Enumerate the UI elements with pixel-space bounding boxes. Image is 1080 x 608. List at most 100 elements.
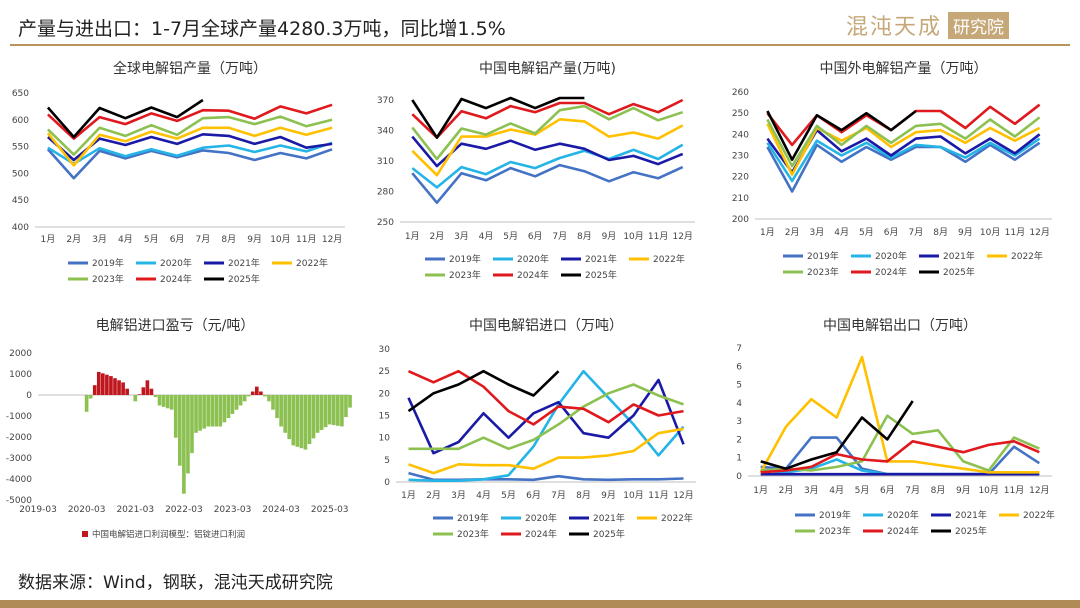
y-tick-label: 200 [732,215,749,225]
profit-bar [250,391,255,395]
profit-bar [182,395,186,494]
profit-bar [348,395,352,408]
y-tick-label: -1000 [6,412,32,422]
profit-bar [259,391,263,395]
x-tick-label: 2月 [779,485,794,496]
profit-bar [125,388,129,395]
legend-label-2020: 2020年 [160,257,192,269]
y-tick-label: 5 [736,381,742,391]
series-line-2020 [408,369,685,482]
legend-label-2019: 2019年 [807,250,839,262]
profit-bar [153,395,158,398]
legend-label-2025: 2025年 [228,273,260,285]
brand-logo: 混沌天成 研究院 [846,8,1010,42]
profit-bar [254,386,259,395]
profit-bar [222,395,227,423]
y-tick-label: 1 [736,454,742,464]
y-tick-label: 20 [379,389,391,399]
y-tick-label: 370 [377,96,394,106]
x-tick-label: 1月 [401,490,416,501]
x-tick-label: 6月 [884,227,899,238]
profit-bar [275,395,279,419]
x-tick-label: 6月 [526,490,541,501]
series-line-2019 [411,163,684,204]
x-tick-label: 5月 [503,231,518,242]
x-tick-label: 12月 [672,231,692,242]
series-line-2022 [411,118,684,177]
x-tick-label: 12月 [322,234,342,245]
x-tick-label: 9月 [247,234,262,245]
x-tick-label: 2024-03 [262,505,300,515]
logo-badge: 研究院 [948,11,1010,39]
y-tick-label: 0 [384,478,390,488]
profit-bar [210,395,215,427]
legend-label-2019: 2019年 [449,253,481,265]
profit-bar [311,395,316,439]
profit-bar [303,395,308,450]
series-line-2023 [766,116,1041,168]
series-line-2023 [46,115,333,156]
legend-label-2024: 2024年 [887,525,919,537]
x-tick-label: 3月 [804,485,819,496]
profit-bar [149,388,154,395]
x-tick-label: 11月 [648,490,668,501]
y-tick-label: 1000 [9,370,32,380]
series-line-2022 [408,427,684,475]
legend-label-2023: 2023年 [819,525,851,537]
x-tick-label: 7月 [551,490,566,501]
profit-bar [283,395,287,433]
legend-label-2022: 2022年 [661,512,693,524]
series-line-2025 [46,98,204,139]
series-line-2025 [766,109,917,161]
profit-bar [161,395,166,407]
x-tick-label: 11月 [1005,227,1025,238]
legend-label-2021: 2021年 [593,512,625,524]
y-tick-label: -4000 [6,475,32,485]
y-tick-label: 7 [736,344,742,354]
legend-label-2019: 2019年 [92,257,124,269]
x-tick-label: 2021-03 [116,505,154,515]
y-tick-label: 30 [379,345,391,355]
series-line-2024 [407,369,684,426]
x-tick-label: 4月 [118,234,133,245]
x-tick-label: 7月 [905,485,920,496]
series-line-2024 [411,98,684,139]
profit-bar [230,395,235,414]
profit-bar [307,395,312,444]
profit-bar [198,395,202,431]
x-tick-label: 2020-03 [68,505,106,515]
y-tick-label: 0 [736,472,742,482]
bottom-accent-bar [0,600,1080,608]
y-tick-label: 2000 [9,349,32,359]
series-line-2022 [759,355,1040,474]
profit-bar [246,395,251,397]
x-tick-label: 8月 [576,490,591,501]
profit-bar [295,395,300,447]
series-line-2024 [47,103,333,140]
logo-text: 混沌天成 [846,15,943,40]
series-line-2019 [766,141,1041,193]
legend-label-2020: 2020年 [517,253,549,265]
x-tick-label: 5月 [855,485,870,496]
series-line-2023 [408,383,684,451]
x-tick-label: 2月 [785,227,800,238]
x-tick-label: 10月 [623,231,643,242]
profit-bar [96,371,101,395]
x-tick-label: 2025-03 [311,505,349,515]
chart-china-exports: 中国电解铝出口（万吨） 0 1 2 3 4 5 6 7 1月 2月 3月 4月 5月 6月 7月 8月 9月 10月… [736,318,1055,537]
profit-bar [238,395,243,406]
profit-bar [267,395,271,402]
legend-label-2022: 2022年 [1011,250,1043,262]
legend-label-2022: 2022年 [296,257,328,269]
x-tick-label: 11月 [1004,485,1024,496]
x-tick-label: 4月 [829,485,844,496]
series-line-2021 [411,135,684,168]
x-tick-label: 1月 [41,234,56,245]
profit-bar [336,395,340,426]
legend-label-2025: 2025年 [585,269,617,281]
x-tick-label: 3月 [92,234,107,245]
chart-global-production: 全球电解铝产量（万吨） 400 450 500 550 600 650 1月 2月 3月 4月 5月 6… [12,60,345,285]
x-tick-label: 2月 [426,490,441,501]
series-line-2025 [407,369,560,413]
x-tick-label: 8月 [221,234,236,245]
